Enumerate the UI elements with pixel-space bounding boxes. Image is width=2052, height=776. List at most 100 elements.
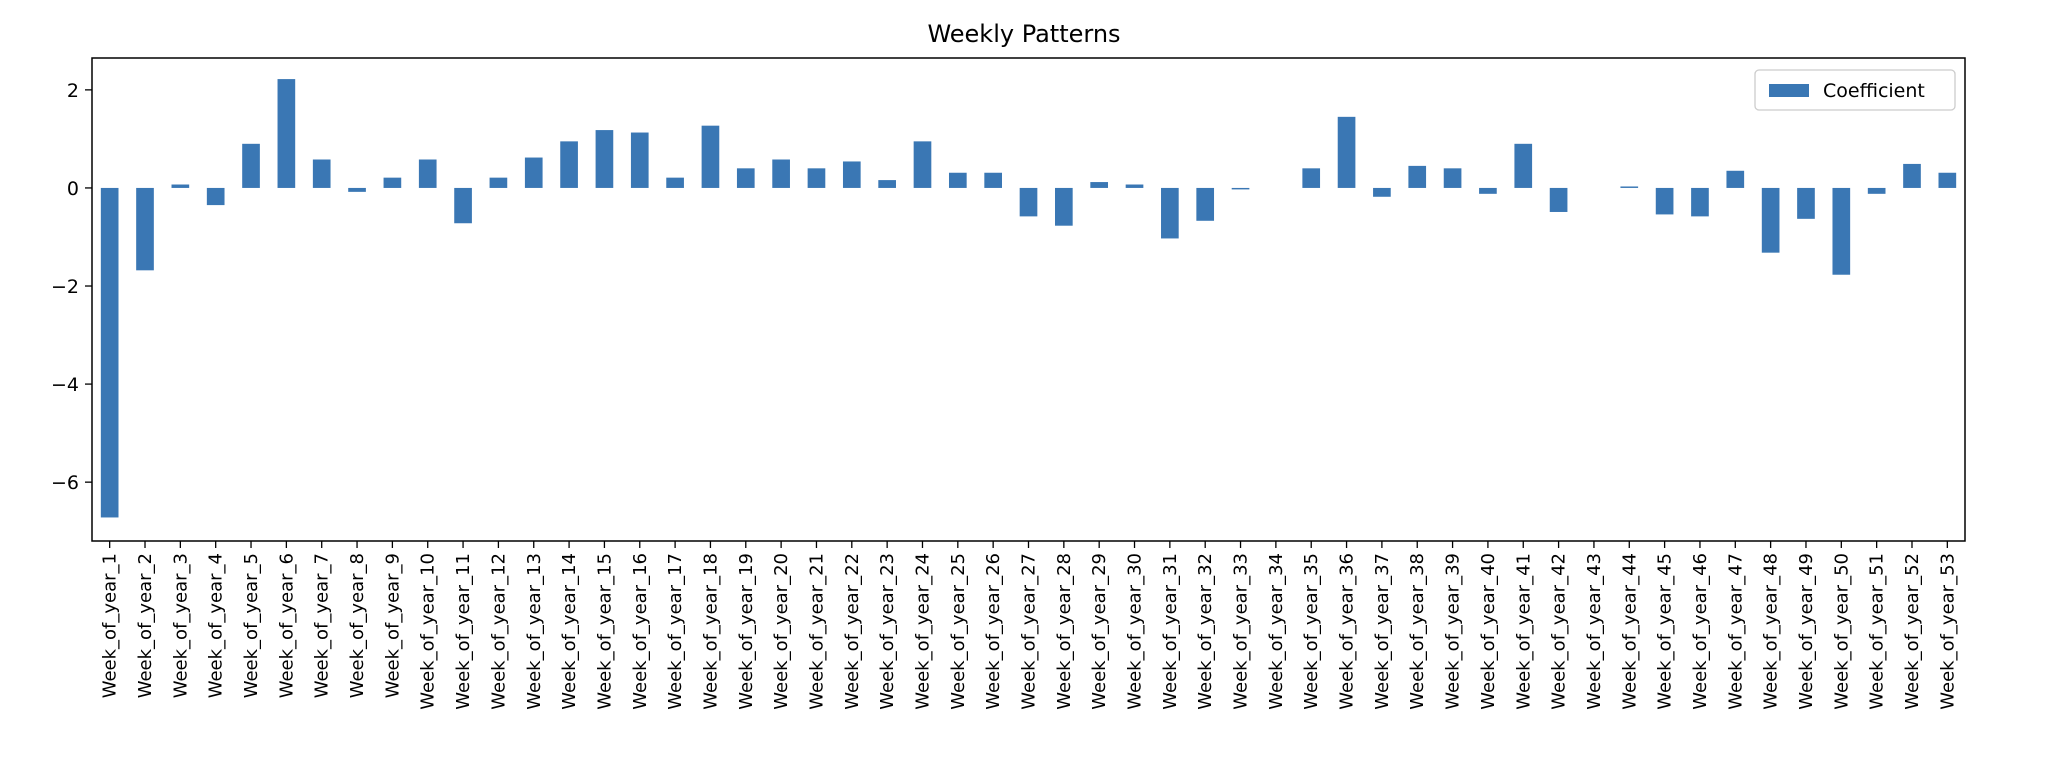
- plot-frame: [91, 57, 1966, 542]
- x-tick-label: Week_of_year_50: [1831, 553, 1852, 710]
- x-tick-label: Week_of_year_51: [1867, 553, 1888, 710]
- y-axis: 2 0 −2 −4 −6: [51, 80, 92, 494]
- bar-week-of-year-37: [1373, 187, 1391, 197]
- x-tick-label: Week_of_year_29: [1089, 553, 1110, 710]
- x-tick-label: Week_of_year_47: [1725, 553, 1746, 710]
- bar-week-of-year-33: [1231, 187, 1250, 190]
- bar-week-of-year-29: [1090, 182, 1109, 188]
- bar-week-of-year-40: [1479, 187, 1497, 194]
- x-tick-label: Week_of_year_17: [665, 553, 686, 710]
- x-tick-label: Week_of_year_1: [100, 553, 121, 698]
- bar-week-of-year-27: [1019, 187, 1038, 217]
- x-tick-label: Week_of_year_4: [206, 553, 227, 698]
- x-tick-label: Week_of_year_36: [1337, 553, 1358, 710]
- bar-week-of-year-47: [1726, 170, 1745, 188]
- bar-week-of-year-49: [1797, 187, 1815, 219]
- x-tick-label: Week_of_year_20: [771, 553, 792, 710]
- bar-week-of-year-31: [1161, 187, 1179, 239]
- bar-week-of-year-11: [454, 187, 472, 224]
- bar-week-of-year-19: [736, 168, 755, 188]
- chart-title: Weekly Patterns: [927, 20, 1120, 48]
- bar-week-of-year-4: [206, 187, 225, 206]
- bar-week-of-year-46: [1691, 187, 1709, 217]
- x-tick-label: Week_of_year_16: [630, 553, 651, 710]
- legend: Coefficient: [1754, 69, 1956, 111]
- x-tick-label: Week_of_year_42: [1549, 553, 1570, 710]
- bar-week-of-year-36: [1337, 116, 1356, 188]
- x-tick-label: Week_of_year_46: [1690, 553, 1711, 710]
- bar-week-of-year-12: [489, 177, 508, 188]
- x-tick-label: Week_of_year_44: [1619, 553, 1640, 710]
- x-tick-label: Week_of_year_43: [1584, 553, 1605, 710]
- bar-week-of-year-5: [242, 143, 260, 188]
- y-tick-label: 0: [67, 178, 79, 200]
- x-tick-label: Week_of_year_15: [594, 553, 615, 710]
- bar-week-of-year-7: [312, 159, 331, 188]
- bar-week-of-year-17: [666, 177, 684, 188]
- bar-week-of-year-44: [1620, 186, 1639, 188]
- bar-week-of-year-52: [1903, 163, 1921, 188]
- y-tick-label: −4: [51, 374, 79, 396]
- x-tick-label: Week_of_year_6: [276, 553, 297, 698]
- bar-week-of-year-51: [1867, 187, 1886, 194]
- bar-week-of-year-1: [100, 187, 119, 518]
- x-tick-label: Week_of_year_37: [1372, 553, 1393, 710]
- bar-week-of-year-45: [1655, 187, 1674, 215]
- x-tick-label: Week_of_year_22: [842, 553, 863, 710]
- x-tick-label: Week_of_year_49: [1796, 553, 1817, 710]
- bar-week-of-year-18: [701, 125, 720, 188]
- bar-week-of-year-20: [772, 159, 790, 188]
- bar-week-of-year-6: [277, 79, 296, 188]
- x-tick-label: Week_of_year_23: [877, 553, 898, 710]
- bar-week-of-year-26: [984, 172, 1002, 188]
- x-tick-label: Week_of_year_40: [1478, 553, 1499, 710]
- bar-week-of-year-53: [1938, 172, 1957, 188]
- bar-week-of-year-28: [1055, 187, 1073, 226]
- x-tick-label: Week_of_year_48: [1761, 553, 1782, 710]
- x-tick-label: Week_of_year_53: [1937, 553, 1958, 710]
- bar-week-of-year-39: [1443, 168, 1462, 188]
- bar-week-of-year-13: [524, 157, 543, 188]
- bar-week-of-year-32: [1196, 187, 1215, 221]
- x-tick-label: Week_of_year_25: [948, 553, 969, 710]
- x-tick-label: Week_of_year_45: [1655, 553, 1676, 710]
- x-tick-label: Week_of_year_24: [912, 553, 933, 710]
- bar-week-of-year-30: [1125, 184, 1144, 188]
- x-tick-label: Week_of_year_18: [700, 553, 721, 710]
- x-tick-label: Week_of_year_8: [347, 553, 368, 698]
- bar-week-of-year-50: [1832, 187, 1851, 275]
- bar-week-of-year-23: [878, 180, 896, 188]
- bar-week-of-year-48: [1761, 187, 1780, 253]
- y-tick-label: −6: [51, 472, 79, 494]
- bar-week-of-year-8: [348, 187, 366, 192]
- bar-week-of-year-42: [1549, 187, 1568, 212]
- x-tick-label: Week_of_year_13: [524, 553, 545, 710]
- bar-week-of-year-15: [595, 130, 614, 188]
- bar-week-of-year-41: [1514, 143, 1533, 188]
- y-tick-label: 2: [67, 80, 79, 102]
- bar-week-of-year-3: [171, 184, 190, 188]
- x-tick-label: Week_of_year_14: [559, 553, 580, 710]
- x-tick-label: Week_of_year_5: [241, 553, 262, 698]
- x-tick-label: Week_of_year_9: [382, 553, 403, 698]
- x-tick-label: Week_of_year_27: [1019, 553, 1040, 710]
- x-tick-label: Week_of_year_2: [135, 553, 156, 698]
- x-tick-label: Week_of_year_30: [1125, 553, 1146, 710]
- x-tick-label: Week_of_year_10: [418, 553, 439, 710]
- x-tick-label: Week_of_year_34: [1266, 553, 1287, 710]
- bars-layer: [100, 79, 1957, 518]
- x-tick-label: Week_of_year_35: [1301, 553, 1322, 710]
- x-tick-label: Week_of_year_33: [1231, 553, 1252, 710]
- bar-week-of-year-2: [136, 187, 154, 271]
- bar-week-of-year-16: [630, 132, 649, 188]
- x-tick-label: Week_of_year_3: [170, 553, 191, 698]
- bar-week-of-year-24: [913, 141, 932, 188]
- bar-week-of-year-22: [842, 161, 861, 188]
- bar-week-of-year-35: [1302, 168, 1321, 188]
- x-tick-label: Week_of_year_52: [1902, 553, 1923, 710]
- x-tick-label: Week_of_year_31: [1160, 553, 1181, 710]
- bar-week-of-year-21: [807, 168, 826, 188]
- x-tick-label: Week_of_year_32: [1195, 553, 1216, 710]
